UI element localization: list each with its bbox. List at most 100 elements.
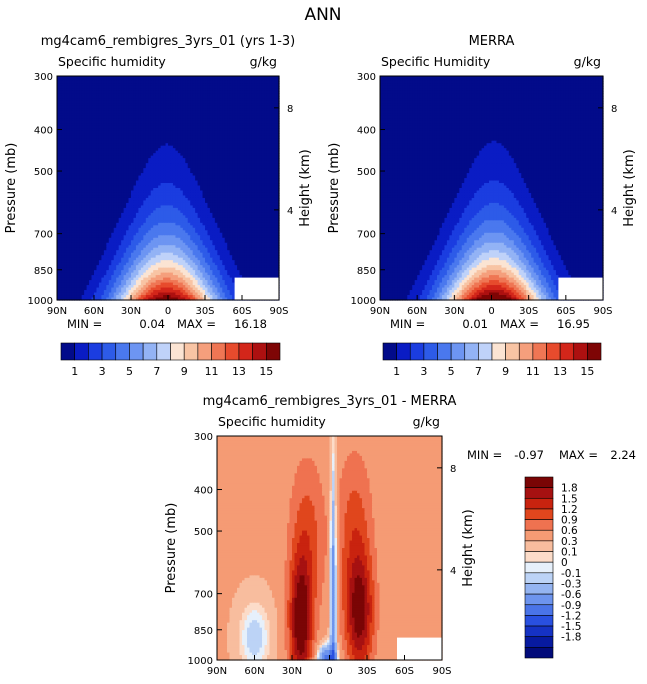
contour-cell (197, 168, 201, 172)
contour-cell (57, 160, 61, 164)
contour-cell (59, 173, 63, 177)
contour-cell (89, 110, 93, 114)
contour-cell (155, 105, 159, 109)
contour-cell (256, 120, 260, 124)
contour-cell (190, 98, 194, 102)
contour-cell (145, 108, 149, 112)
contour-cell (121, 90, 125, 95)
contour-cell (116, 138, 120, 142)
contour-cell (113, 145, 117, 149)
contour-cell (197, 173, 201, 177)
contour-cell (148, 128, 152, 132)
contour-cell (121, 83, 125, 87)
contour-cell (133, 148, 137, 152)
contour-cell (256, 153, 260, 157)
contour-cell (76, 108, 80, 112)
contour-cell (121, 155, 125, 159)
contour-cell (165, 185, 169, 189)
contour-cell (175, 150, 179, 154)
contour-cell (135, 180, 139, 184)
contour-cell (163, 148, 167, 152)
contour-cell (259, 78, 263, 82)
contour-cell (145, 178, 149, 182)
contour-cell (81, 100, 85, 104)
contour-cell (113, 183, 117, 187)
contour-cell (84, 80, 88, 85)
contour-cell (138, 133, 142, 137)
contour-cell (187, 113, 191, 117)
contour-cell (148, 115, 152, 119)
contour-cell (89, 88, 93, 92)
contour-cell (234, 160, 238, 164)
contour-cell (111, 165, 115, 169)
contour-cell (249, 158, 253, 162)
contour-cell (202, 135, 206, 139)
contour-cell (266, 163, 270, 167)
contour-cell (182, 130, 186, 134)
contour-cell (121, 175, 125, 179)
contour-cell (269, 133, 273, 137)
contour-cell (214, 133, 218, 137)
contour-cell (185, 103, 189, 107)
contour-cell (153, 78, 157, 82)
contour-cell (234, 148, 238, 152)
contour-cell (180, 125, 184, 129)
contour-cell (172, 83, 176, 87)
contour-cell (202, 78, 206, 82)
contour-cell (89, 103, 93, 107)
contour-cell (89, 130, 93, 134)
contour-cell (106, 175, 110, 179)
contour-cell (192, 158, 196, 162)
contour-cell (187, 130, 191, 134)
contour-cell (254, 113, 258, 117)
contour-cell (244, 93, 248, 97)
contour-cell (264, 170, 268, 174)
contour-cell (123, 123, 127, 127)
contour-cell (222, 140, 226, 144)
contour-cell (71, 88, 75, 92)
contour-cell (69, 125, 73, 129)
contour-cell (76, 113, 80, 117)
contour-cell (111, 135, 115, 139)
contour-cell (207, 123, 211, 127)
contour-cell (155, 113, 159, 117)
contour-cell (182, 113, 186, 117)
contour-cell (123, 100, 127, 104)
contour-cell (145, 148, 149, 152)
contour-cell (71, 175, 75, 179)
contour-cell (246, 138, 250, 142)
contour-cell (64, 138, 68, 142)
contour-cell (202, 153, 206, 157)
contour-cell (118, 113, 122, 117)
contour-cell (153, 133, 157, 137)
contour-cell (101, 125, 105, 129)
contour-cell (274, 80, 278, 85)
contour-cell (256, 85, 260, 90)
contour-cell (244, 98, 248, 102)
contour-cell (135, 90, 139, 95)
contour-cell (259, 103, 263, 107)
contour-cell (172, 98, 176, 102)
contour-cell (116, 180, 120, 184)
contour-cell (165, 93, 169, 97)
contour-cell (276, 138, 280, 142)
contour-cell (202, 158, 206, 162)
contour-cell (131, 145, 135, 149)
contour-cell (57, 143, 61, 147)
contour-cell (229, 138, 233, 142)
contour-cell (131, 88, 135, 92)
contour-cell (234, 180, 238, 184)
contour-cell (249, 178, 253, 182)
contour-cell (254, 83, 258, 87)
contour-cell (160, 110, 164, 114)
contour-cell (259, 100, 263, 104)
contour-cell (168, 98, 172, 102)
contour-cell (214, 150, 218, 154)
contour-cell (246, 85, 250, 90)
contour-cell (276, 100, 280, 104)
contour-cell (163, 180, 167, 184)
contour-cell (131, 150, 135, 154)
contour-cell (170, 90, 174, 95)
contour-cell (242, 163, 246, 167)
contour-cell (135, 80, 139, 85)
